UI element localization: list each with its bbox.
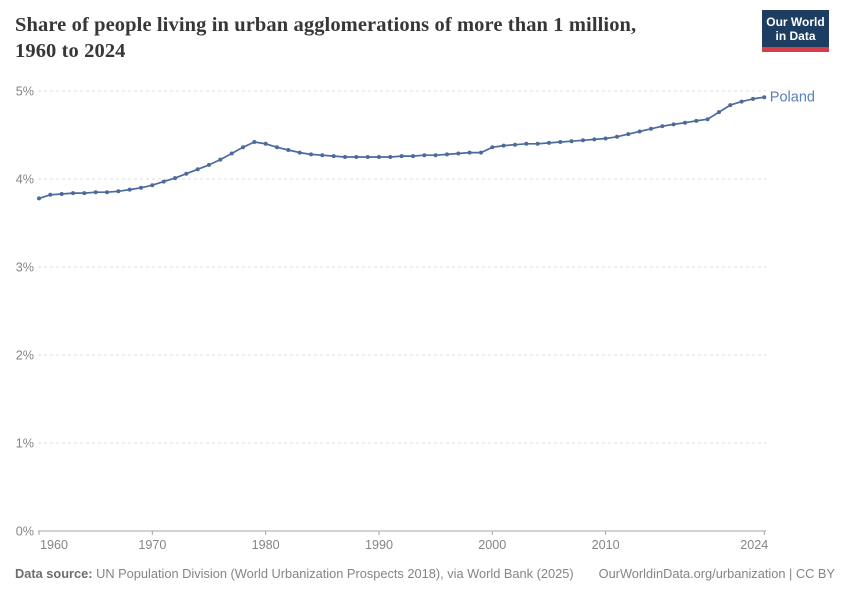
data-point-2005[interactable] [547, 140, 551, 145]
data-point-1997[interactable] [456, 151, 461, 156]
series-label-poland[interactable]: Poland [770, 90, 815, 106]
owid-url-link[interactable]: OurWorldinData.org/urbanization [598, 566, 786, 581]
data-point-1988[interactable] [354, 155, 359, 159]
data-point-2012[interactable] [626, 132, 631, 137]
data-point-1991[interactable] [388, 155, 393, 159]
data-point-2002[interactable] [513, 142, 517, 147]
y-axis-label-2%: 2% [16, 349, 34, 363]
data-point-1996[interactable] [445, 152, 449, 157]
data-point-1978[interactable] [241, 145, 245, 150]
data-source-note: Data source: UN Population Division (Wor… [15, 566, 574, 581]
data-point-1993[interactable] [411, 154, 415, 159]
title-line-1: Share of people living in urban agglomer… [15, 14, 637, 36]
data-point-2022[interactable] [739, 99, 744, 104]
data-point-2010[interactable] [603, 136, 608, 141]
data-point-1969[interactable] [139, 185, 143, 190]
y-axis-label-0%: 0% [16, 525, 34, 539]
license-text: | CC BY [785, 566, 835, 581]
data-point-2008[interactable] [581, 138, 585, 143]
data-point-2024[interactable] [762, 95, 767, 100]
data-point-2009[interactable] [592, 137, 597, 142]
data-point-2000[interactable] [490, 145, 495, 150]
data-point-1982[interactable] [286, 148, 291, 152]
data-point-1990[interactable] [377, 155, 381, 159]
data-point-1995[interactable] [433, 153, 438, 158]
data-point-1999[interactable] [479, 150, 483, 155]
data-point-1975[interactable] [207, 162, 211, 167]
data-point-1984[interactable] [309, 152, 313, 157]
data-point-2018[interactable] [694, 118, 699, 123]
series-line-poland[interactable] [38, 96, 766, 200]
data-point-1970[interactable] [150, 183, 155, 188]
data-point-1980[interactable] [263, 141, 268, 146]
owid-logo-line2: in Data [775, 29, 816, 43]
data-point-1979[interactable] [252, 140, 257, 144]
data-point-1987[interactable] [343, 155, 347, 159]
data-point-1974[interactable] [195, 167, 200, 172]
x-axis-label-1960: 1960 [40, 538, 68, 552]
data-point-1966[interactable] [105, 190, 109, 195]
data-point-2013[interactable] [637, 129, 642, 134]
data-point-2016[interactable] [671, 122, 676, 127]
data-point-2003[interactable] [524, 141, 529, 146]
data-point-1983[interactable] [297, 150, 302, 155]
x-axis-label-1970: 1970 [138, 538, 166, 552]
data-point-1967[interactable] [116, 189, 121, 194]
data-point-1981[interactable] [275, 145, 279, 150]
owid-logo-red-bar [762, 47, 829, 52]
data-point-1976[interactable] [218, 157, 223, 162]
x-axis-label-2010: 2010 [592, 538, 620, 552]
data-point-2011[interactable] [615, 134, 619, 139]
data-point-1963[interactable] [71, 191, 75, 196]
data-point-1972[interactable] [173, 176, 177, 181]
data-point-1986[interactable] [331, 154, 336, 159]
data-point-1989[interactable] [365, 155, 370, 159]
data-point-1985[interactable] [320, 153, 325, 158]
y-axis-label-1%: 1% [16, 437, 34, 451]
title-line-2: 1960 to 2024 [15, 40, 126, 62]
data-point-2007[interactable] [569, 139, 574, 144]
x-axis-label-2024: 2024 [740, 538, 768, 552]
y-axis-label-5%: 5% [16, 85, 34, 99]
data-point-2014[interactable] [649, 126, 653, 131]
data-point-2019[interactable] [705, 117, 710, 122]
data-point-1965[interactable] [93, 190, 98, 195]
footer-attribution: OurWorldinData.org/urbanization | CC BY [599, 566, 835, 581]
data-point-2006[interactable] [558, 140, 563, 144]
data-point-1998[interactable] [467, 150, 472, 155]
data-point-2023[interactable] [751, 96, 755, 101]
data-point-2001[interactable] [501, 143, 506, 148]
data-point-1992[interactable] [399, 154, 404, 159]
y-axis-label-3%: 3% [16, 261, 34, 275]
data-point-2017[interactable] [683, 120, 687, 125]
data-point-1977[interactable] [229, 151, 234, 156]
x-axis-label-1990: 1990 [365, 538, 393, 552]
page-title: Share of people living in urban agglomer… [15, 12, 835, 64]
x-axis-label-1980: 1980 [252, 538, 280, 552]
data-point-2004[interactable] [535, 141, 540, 146]
owid-logo-line1: Our World [766, 15, 825, 29]
data-point-1960[interactable] [37, 196, 41, 201]
data-point-2020[interactable] [717, 110, 721, 115]
data-point-1964[interactable] [82, 191, 87, 196]
chart-footer: Data source: UN Population Division (Wor… [15, 566, 835, 581]
data-point-1962[interactable] [59, 192, 64, 196]
data-point-1994[interactable] [422, 153, 427, 158]
data-source-text: UN Population Division (World Urbanizati… [92, 566, 574, 581]
x-axis-label-2000: 2000 [478, 538, 506, 552]
data-point-1968[interactable] [127, 187, 132, 192]
data-point-1971[interactable] [161, 179, 166, 184]
data-point-1961[interactable] [48, 192, 53, 197]
data-point-1973[interactable] [184, 171, 189, 176]
owid-logo-text: Our World in Data [762, 10, 829, 47]
data-source-label: Data source: [15, 566, 93, 581]
y-axis-label-4%: 4% [16, 173, 34, 187]
data-point-2021[interactable] [728, 103, 733, 108]
chart-header: Share of people living in urban agglomer… [15, 10, 835, 64]
owid-logo[interactable]: Our World in Data [762, 10, 829, 52]
data-point-2015[interactable] [660, 124, 665, 129]
